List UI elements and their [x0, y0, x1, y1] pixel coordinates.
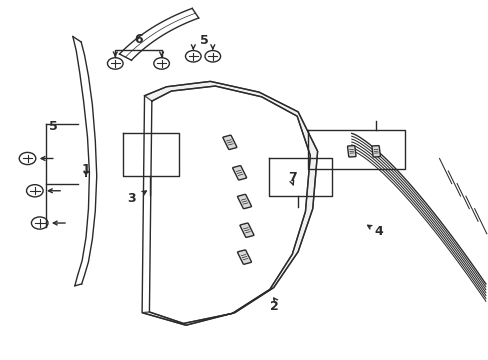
Text: 6: 6: [134, 33, 142, 46]
FancyBboxPatch shape: [347, 145, 355, 157]
FancyBboxPatch shape: [237, 250, 251, 264]
FancyBboxPatch shape: [240, 223, 253, 237]
Text: 7: 7: [287, 171, 296, 184]
Text: 4: 4: [373, 225, 382, 238]
FancyBboxPatch shape: [237, 194, 251, 209]
Text: 3: 3: [127, 192, 135, 205]
Text: 1: 1: [81, 163, 90, 176]
Polygon shape: [142, 81, 317, 325]
Text: 5: 5: [49, 121, 58, 134]
FancyBboxPatch shape: [232, 166, 246, 180]
FancyBboxPatch shape: [223, 135, 236, 149]
Text: 5: 5: [200, 34, 208, 48]
Text: 2: 2: [270, 300, 279, 313]
FancyBboxPatch shape: [371, 145, 380, 157]
